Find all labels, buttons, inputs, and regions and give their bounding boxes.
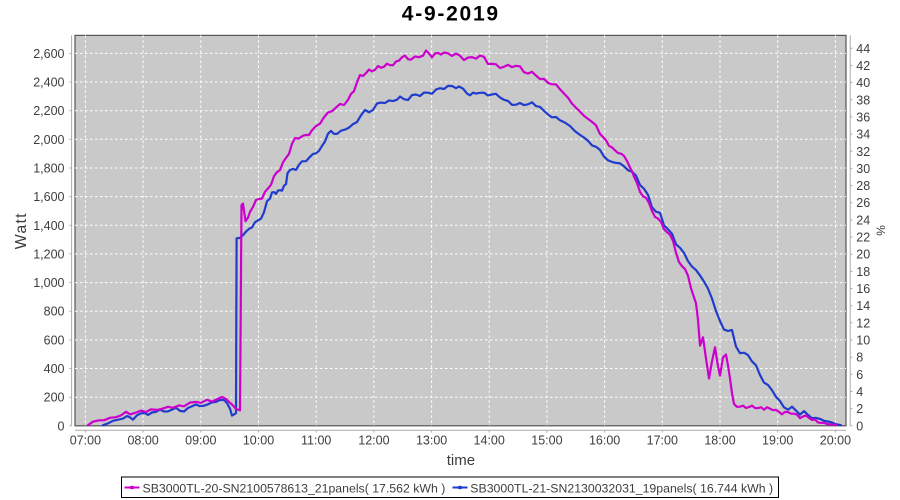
svg-text:2,000: 2,000 — [33, 133, 64, 147]
svg-text:1,600: 1,600 — [33, 190, 64, 204]
svg-text:2,600: 2,600 — [33, 47, 64, 61]
svg-text:20:00: 20:00 — [820, 433, 851, 447]
svg-text:36: 36 — [856, 110, 870, 124]
svg-text:42: 42 — [856, 59, 870, 73]
svg-text:SB3000TL-21-SN2130032031_19pan: SB3000TL-21-SN2130032031_19panels( 16.74… — [470, 481, 773, 495]
svg-text:1,400: 1,400 — [33, 219, 64, 233]
svg-text:32: 32 — [856, 145, 870, 159]
svg-text:20: 20 — [856, 248, 870, 262]
svg-text:24: 24 — [856, 213, 870, 227]
svg-text:38: 38 — [856, 93, 870, 107]
svg-text:800: 800 — [44, 305, 65, 319]
svg-text:13:00: 13:00 — [416, 433, 447, 447]
svg-text:1,800: 1,800 — [33, 162, 64, 176]
svg-text:0: 0 — [58, 419, 65, 433]
svg-text:0: 0 — [856, 419, 863, 433]
svg-text:400: 400 — [44, 362, 65, 376]
svg-text:17:00: 17:00 — [647, 433, 678, 447]
svg-text:08:00: 08:00 — [127, 433, 158, 447]
svg-text:10:00: 10:00 — [243, 433, 274, 447]
svg-text:Watt: Watt — [13, 212, 30, 249]
svg-text:19:00: 19:00 — [762, 433, 793, 447]
svg-text:11:00: 11:00 — [301, 433, 331, 447]
svg-text:1,000: 1,000 — [33, 276, 64, 290]
svg-text:26: 26 — [856, 196, 870, 210]
svg-text:SB3000TL-20-SN2100578613_21pan: SB3000TL-20-SN2100578613_21panels( 17.56… — [143, 481, 446, 495]
svg-text:6: 6 — [856, 368, 863, 382]
svg-text:4-9-2019: 4-9-2019 — [402, 3, 500, 26]
svg-text:22: 22 — [856, 231, 870, 245]
svg-text:34: 34 — [856, 128, 870, 142]
svg-text:%: % — [874, 225, 888, 236]
svg-text:8: 8 — [856, 351, 863, 365]
svg-text:2,200: 2,200 — [33, 104, 64, 118]
svg-text:2: 2 — [856, 402, 863, 416]
svg-text:time: time — [447, 452, 475, 469]
svg-text:600: 600 — [44, 333, 65, 347]
svg-text:18:00: 18:00 — [704, 433, 735, 447]
svg-text:09:00: 09:00 — [185, 433, 216, 447]
svg-text:40: 40 — [856, 76, 870, 90]
svg-text:07:00: 07:00 — [70, 433, 101, 447]
svg-text:14: 14 — [856, 299, 870, 313]
svg-text:1,200: 1,200 — [33, 247, 64, 261]
svg-text:200: 200 — [44, 391, 65, 405]
svg-text:10: 10 — [856, 334, 870, 348]
svg-text:14:00: 14:00 — [474, 433, 505, 447]
svg-text:15:00: 15:00 — [531, 433, 562, 447]
svg-text:16: 16 — [856, 282, 870, 296]
svg-text:16:00: 16:00 — [589, 433, 620, 447]
svg-text:12:00: 12:00 — [358, 433, 389, 447]
svg-text:44: 44 — [856, 42, 870, 56]
svg-text:4: 4 — [856, 385, 863, 399]
svg-text:30: 30 — [856, 162, 870, 176]
svg-text:2,400: 2,400 — [33, 76, 64, 90]
svg-text:12: 12 — [856, 316, 870, 330]
svg-text:18: 18 — [856, 265, 870, 279]
svg-text:28: 28 — [856, 179, 870, 193]
